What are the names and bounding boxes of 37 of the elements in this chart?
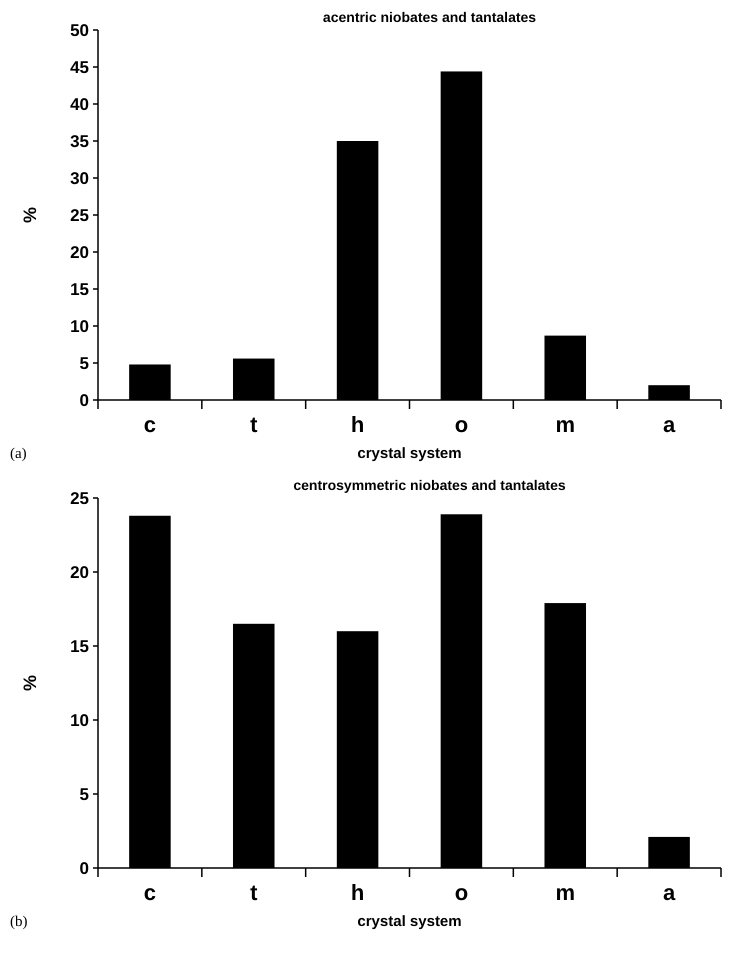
y-tick-label: 40: [70, 94, 89, 114]
x-tick-label: o: [454, 880, 468, 905]
y-tick-label: 0: [80, 858, 89, 878]
chart-title: acentric niobates and tantalates: [322, 9, 536, 25]
text: (a): [10, 446, 27, 462]
y-tick-label: 25: [70, 488, 89, 508]
x-tick-label: m: [555, 880, 576, 905]
y-tick-label: 50: [70, 20, 89, 40]
x-tick-label: t: [250, 412, 258, 437]
y-tick-label: 5: [80, 784, 89, 804]
y-tick-label: 15: [70, 636, 89, 656]
x-axis-title: crystal system: [357, 445, 462, 462]
x-tick-label: t: [250, 880, 258, 905]
y-tick-label: 10: [70, 710, 89, 730]
x-tick-label: c: [144, 880, 156, 905]
y-tick-label: 20: [70, 562, 89, 582]
y-axis-title: %: [20, 206, 40, 224]
x-tick-label: h: [350, 880, 364, 905]
text: (b): [10, 914, 28, 930]
y-tick-label: 20: [70, 242, 89, 262]
y-tick-label: 10: [70, 316, 89, 336]
y-tick-label: 30: [70, 168, 89, 188]
y-tick-label: 45: [70, 58, 89, 77]
y-tick-label: 35: [70, 132, 89, 151]
y-tick-label: 5: [80, 354, 89, 373]
x-tick-label: m: [555, 412, 576, 437]
x-tick-label: a: [662, 880, 676, 905]
y-tick-label: 0: [80, 390, 89, 410]
x-tick-label: a: [662, 412, 676, 437]
x-axis-title: crystal system: [357, 913, 462, 930]
y-tick-label: 25: [70, 206, 89, 225]
x-tick-label: h: [350, 412, 364, 437]
chart-title: centrosymmetric niobates and tantalates: [293, 477, 566, 493]
y-tick-label: 15: [70, 280, 89, 299]
x-tick-label: o: [454, 412, 468, 437]
y-axis-title: %: [20, 674, 40, 692]
x-tick-label: c: [144, 412, 156, 437]
